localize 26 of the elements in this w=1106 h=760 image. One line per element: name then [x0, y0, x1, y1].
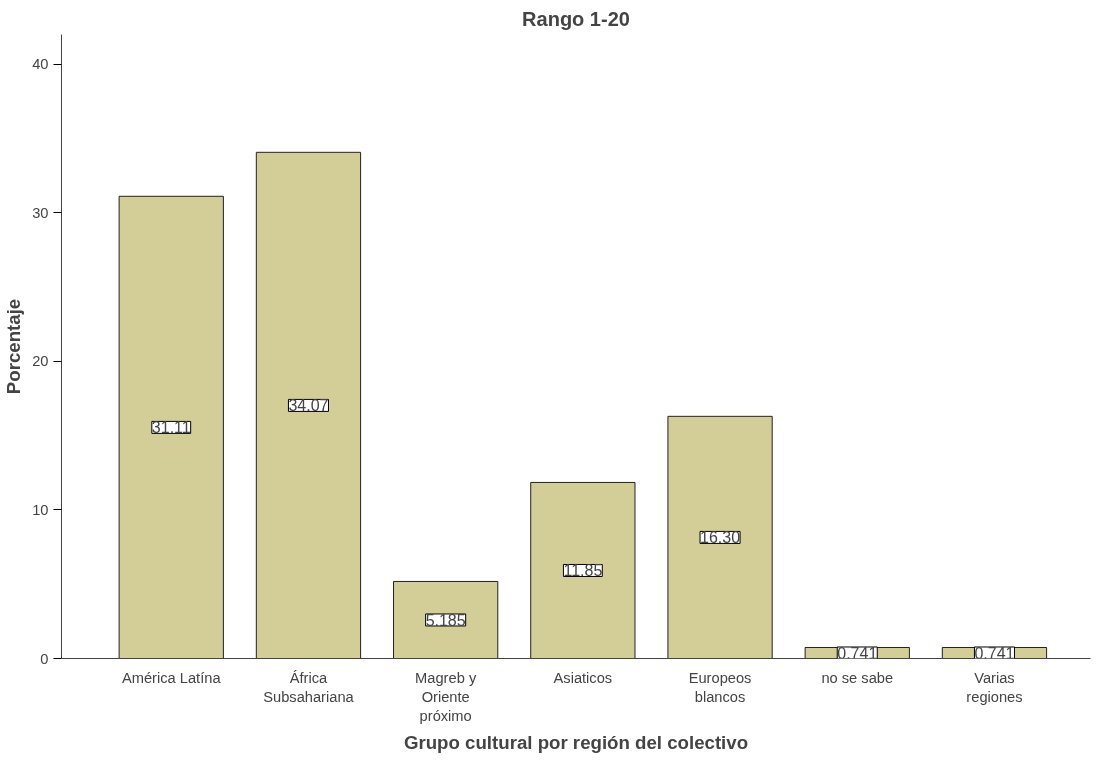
- x-tick-label: América Latína: [121, 669, 222, 686]
- bar: [530, 481, 636, 659]
- data-label: 0.741: [837, 645, 878, 662]
- y-tick-label: 0: [40, 650, 49, 667]
- data-label: 5.185: [425, 611, 466, 629]
- bar: [255, 151, 362, 659]
- y-tick-label: 10: [32, 501, 49, 518]
- bar: [393, 580, 499, 659]
- data-label: 34.07: [288, 397, 329, 415]
- x-tick-label: Varias regiones: [966, 669, 1023, 705]
- y-tick-label: 30: [32, 204, 49, 221]
- x-tick-label: Europeos blancos: [688, 669, 752, 705]
- data-label: 11.85: [563, 562, 603, 580]
- x-tick-label: Magreb y Oriente próximo: [415, 669, 477, 724]
- data-label: 0.741: [974, 645, 1015, 662]
- x-tick-label: África Subsahariana: [263, 669, 355, 705]
- data-label: 31.11: [151, 419, 191, 437]
- bar: [667, 415, 773, 659]
- chart-title: Rango 1-20: [522, 7, 630, 30]
- y-tick-label: 40: [32, 56, 49, 73]
- y-axis-title: Porcentaje: [3, 298, 25, 395]
- x-tick-label: no se sabe: [821, 669, 894, 686]
- x-tick-label: Asiaticos: [553, 669, 613, 686]
- bar: [118, 195, 224, 659]
- x-axis-title: Grupo cultural por región del colectivo: [403, 731, 749, 753]
- y-tick-label: 20: [32, 353, 49, 370]
